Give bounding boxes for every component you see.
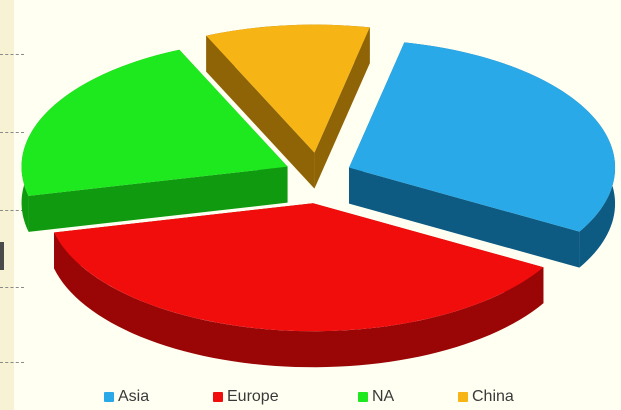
pie-slice-china	[206, 24, 370, 189]
slice-top-face	[54, 203, 544, 332]
legend-swatch	[458, 392, 468, 402]
legend-swatch	[358, 392, 368, 402]
legend-label: Asia	[118, 388, 150, 405]
slice-side-wall	[349, 167, 580, 268]
panel-divider-line	[0, 362, 24, 363]
legend-swatch	[213, 392, 223, 402]
panel-edge-marker	[0, 242, 4, 270]
legend-label: NA	[372, 388, 395, 405]
slice-side-wall	[206, 35, 315, 189]
legend-item-china: China	[458, 386, 514, 408]
chart-legend: Asia Europe NA China	[0, 386, 621, 408]
slice-outer-wall	[54, 232, 544, 368]
panel-divider-line	[0, 210, 24, 211]
pie-slice-na	[21, 49, 288, 232]
slice-side-wall	[314, 27, 370, 189]
slice-side-wall	[28, 166, 288, 232]
pie-slice-asia	[349, 42, 616, 268]
pie-slice-europe	[54, 203, 544, 368]
slice-top-face	[21, 49, 288, 196]
legend-label: China	[472, 388, 514, 405]
left-panel-edge	[0, 0, 14, 410]
slice-top-face	[206, 24, 370, 153]
slice-top-face	[349, 42, 616, 232]
legend-item-europe: Europe	[213, 386, 279, 408]
panel-divider-line	[0, 54, 24, 55]
legend-swatch	[104, 392, 114, 402]
panel-divider-line	[0, 132, 24, 133]
legend-label: Europe	[227, 388, 279, 405]
panel-divider-line	[0, 287, 24, 288]
legend-item-na: NA	[358, 386, 394, 408]
legend-item-asia: Asia	[104, 386, 149, 408]
